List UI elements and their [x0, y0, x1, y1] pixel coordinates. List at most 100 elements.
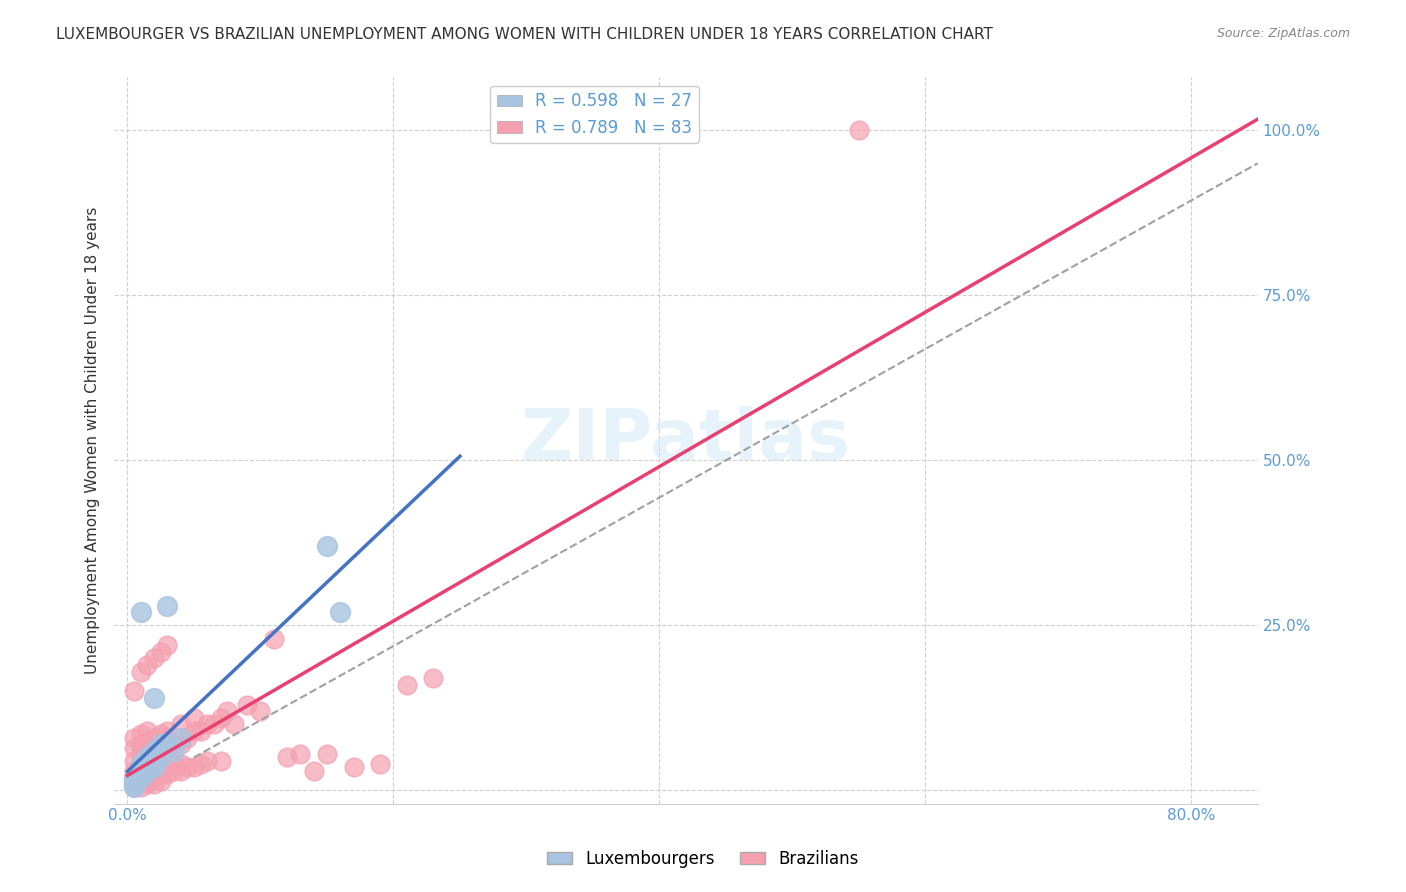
Text: Source: ZipAtlas.com: Source: ZipAtlas.com: [1216, 27, 1350, 40]
Point: [122, 777, 145, 791]
Point: [149, 767, 172, 781]
Point: [163, 764, 186, 778]
Point: [143, 737, 166, 751]
Point: [129, 773, 152, 788]
Point: [122, 770, 145, 784]
Point: [195, 754, 218, 768]
Point: [149, 773, 172, 788]
Point: [136, 657, 159, 672]
Point: [143, 744, 166, 758]
Point: [136, 734, 159, 748]
Point: [302, 764, 325, 778]
Point: [276, 750, 298, 764]
Point: [149, 737, 172, 751]
Point: [329, 605, 352, 619]
Point: [190, 757, 212, 772]
Point: [236, 698, 259, 712]
Point: [136, 761, 159, 775]
Point: [156, 737, 179, 751]
Point: [143, 760, 166, 774]
Point: [143, 764, 166, 778]
Y-axis label: Unemployment Among Women with Children Under 18 years: Unemployment Among Women with Children U…: [86, 207, 100, 674]
Point: [136, 740, 159, 755]
Point: [190, 724, 212, 739]
Point: [395, 678, 418, 692]
Point: [217, 704, 239, 718]
Point: [183, 760, 205, 774]
Point: [176, 731, 198, 745]
Point: [136, 747, 159, 761]
Point: [129, 744, 152, 758]
Point: [209, 754, 232, 768]
Point: [143, 651, 166, 665]
Point: [170, 757, 193, 772]
Point: [149, 750, 172, 764]
Point: [136, 757, 159, 772]
Point: [149, 727, 172, 741]
Point: [122, 740, 145, 755]
Point: [422, 671, 444, 685]
Point: [122, 731, 145, 745]
Point: [129, 780, 152, 794]
Point: [122, 754, 145, 768]
Point: [122, 684, 145, 698]
Point: [183, 724, 205, 739]
Point: [342, 760, 364, 774]
Point: [143, 731, 166, 745]
Point: [129, 757, 152, 772]
Point: [156, 599, 179, 613]
Point: [136, 777, 159, 791]
Point: [122, 780, 145, 794]
Point: [122, 770, 145, 784]
Point: [163, 757, 186, 772]
Point: [129, 764, 152, 778]
Point: [170, 717, 193, 731]
Point: [129, 767, 152, 781]
Point: [183, 711, 205, 725]
Point: [316, 539, 339, 553]
Point: [136, 724, 159, 739]
Point: [143, 770, 166, 784]
Point: [129, 727, 152, 741]
Point: [129, 605, 152, 619]
Point: [149, 750, 172, 764]
Point: [176, 760, 198, 774]
Point: [170, 737, 193, 751]
Point: [129, 762, 152, 776]
Point: [222, 717, 245, 731]
Point: [136, 757, 159, 772]
Point: [209, 711, 232, 725]
Point: [129, 737, 152, 751]
Point: [156, 744, 179, 758]
Point: [122, 770, 145, 784]
Point: [129, 760, 152, 774]
Point: [122, 773, 145, 788]
Point: [122, 777, 145, 791]
Point: [316, 747, 339, 761]
Legend: Luxembourgers, Brazilians: Luxembourgers, Brazilians: [540, 844, 866, 875]
Point: [129, 769, 152, 783]
Point: [202, 717, 225, 731]
Point: [122, 780, 145, 794]
Point: [143, 750, 166, 764]
Point: [149, 645, 172, 659]
Point: [290, 747, 312, 761]
Point: [129, 764, 152, 778]
Legend: R = 0.598   N = 27, R = 0.789   N = 83: R = 0.598 N = 27, R = 0.789 N = 83: [491, 86, 699, 144]
Point: [143, 691, 166, 706]
Point: [149, 734, 172, 748]
Point: [136, 764, 159, 778]
Point: [143, 744, 166, 758]
Point: [129, 750, 152, 764]
Point: [143, 757, 166, 772]
Point: [156, 767, 179, 781]
Point: [368, 757, 391, 772]
Point: [136, 773, 159, 788]
Point: [848, 123, 870, 137]
Point: [156, 724, 179, 739]
Point: [170, 764, 193, 778]
Point: [129, 665, 152, 679]
Point: [136, 764, 159, 778]
Point: [136, 750, 159, 764]
Point: [263, 632, 285, 646]
